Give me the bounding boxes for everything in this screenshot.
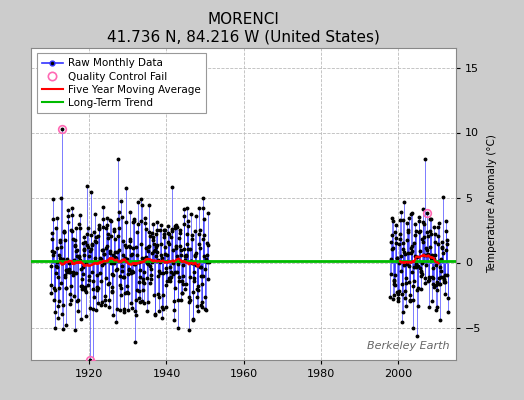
Y-axis label: Temperature Anomaly (°C): Temperature Anomaly (°C) xyxy=(487,134,497,274)
Title: MORENCI
41.736 N, 84.216 W (United States): MORENCI 41.736 N, 84.216 W (United State… xyxy=(107,12,380,44)
Text: Berkeley Earth: Berkeley Earth xyxy=(367,341,450,351)
Legend: Raw Monthly Data, Quality Control Fail, Five Year Moving Average, Long-Term Tren: Raw Monthly Data, Quality Control Fail, … xyxy=(37,53,206,113)
